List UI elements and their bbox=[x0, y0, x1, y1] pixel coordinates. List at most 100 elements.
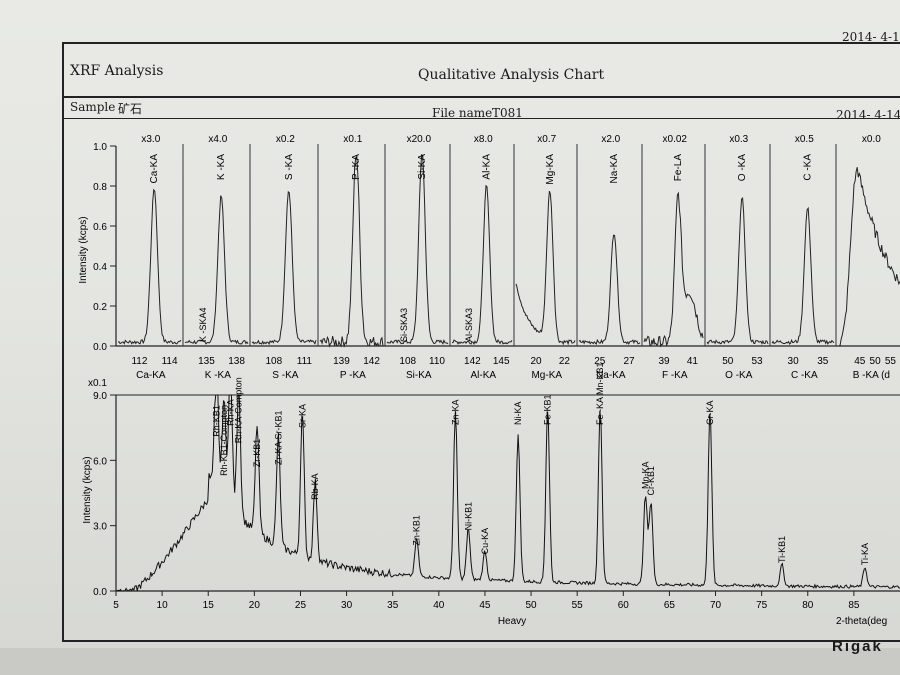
panel-peak-label: C -KA bbox=[803, 154, 814, 181]
bottom-x-tick-label: 45 bbox=[479, 600, 491, 611]
panel-tick-label: 55 bbox=[885, 356, 897, 367]
panel-peak-label: Al-KA bbox=[481, 154, 492, 180]
panel-tick-label: 138 bbox=[228, 356, 245, 367]
bottom-x-tick-label: 55 bbox=[572, 600, 584, 611]
top-y-tick-label: 0.8 bbox=[93, 182, 107, 193]
report-frame bbox=[62, 42, 900, 642]
panel-scale-label: x3.0 bbox=[141, 134, 160, 145]
panel-spectrum-line bbox=[515, 190, 576, 346]
peak-label: Zn-KA bbox=[450, 399, 460, 425]
file-name-label: File name bbox=[432, 106, 493, 120]
bottom-x-tick-label: 60 bbox=[618, 600, 630, 611]
bottom-x-tick-label: 30 bbox=[341, 600, 353, 611]
peak-label: Ti-KA bbox=[860, 543, 870, 565]
top-y-tick-label: 0.2 bbox=[93, 302, 107, 313]
panel-peak-label: Na-KA bbox=[609, 154, 620, 184]
bottom-x-axis-label: Heavy bbox=[498, 616, 526, 627]
panel-element-label: Al-KA bbox=[470, 370, 496, 381]
panel-scale-label: x0.3 bbox=[729, 134, 748, 145]
peak-label: Rh-KB1-Compton bbox=[219, 405, 229, 476]
peak-label: Sr-KA bbox=[297, 404, 307, 428]
panel-tick-label: 35 bbox=[817, 356, 829, 367]
bottom-y-tick-label: 3.0 bbox=[93, 522, 107, 533]
panel-tick-label: 142 bbox=[464, 356, 481, 367]
peak-label: Ni-KA bbox=[513, 401, 523, 425]
panel-tick-label: 139 bbox=[333, 356, 350, 367]
peak-label: Zr-KB1 bbox=[252, 439, 262, 468]
bottom-x-tick-label: 70 bbox=[710, 600, 722, 611]
header-divider bbox=[64, 96, 900, 98]
panel-element-label: P -KA bbox=[340, 370, 366, 381]
footer-brand-logo: Rigak bbox=[832, 638, 883, 655]
panel-element-label: O -KA bbox=[725, 370, 753, 381]
panel-tick-label: 30 bbox=[788, 356, 800, 367]
panel-spectrum-line bbox=[643, 191, 704, 348]
peak-label: Cu-KA bbox=[480, 528, 490, 555]
top-y-tick-label: 1.0 bbox=[93, 142, 107, 153]
panel-tick-label: 114 bbox=[162, 356, 178, 367]
panel-element-label: Mg-KA bbox=[531, 370, 562, 381]
panel-spectrum-line bbox=[386, 154, 449, 345]
panel-minor-label: K -SKA4 bbox=[198, 307, 208, 342]
bottom-x-tick-label: 20 bbox=[249, 600, 261, 611]
panel-tick-label: 111 bbox=[297, 356, 313, 367]
panel-tick-label: 50 bbox=[870, 356, 882, 367]
panel-scale-label: x0.5 bbox=[795, 134, 814, 145]
panel-peak-label: O -KA bbox=[737, 154, 748, 182]
panel-element-label: F -KA bbox=[662, 370, 688, 381]
peak-label: Zr-KA Sr-KB1 bbox=[273, 411, 283, 466]
panel-element-label: Na-KA bbox=[596, 370, 626, 381]
footer-bar bbox=[0, 648, 900, 675]
panel-scale-label: x8.0 bbox=[474, 134, 493, 145]
peak-label: Ti-KB1 bbox=[777, 536, 787, 563]
panel-peak-label: Mg-KA bbox=[545, 154, 556, 185]
bottom-y-tick-label: 6.0 bbox=[93, 456, 107, 467]
panel-peak-label: P -KA bbox=[351, 154, 362, 180]
panel-spectrum-line bbox=[117, 188, 182, 345]
sample-divider bbox=[64, 118, 900, 119]
peak-label: Rh-KA bbox=[225, 399, 235, 426]
panel-scale-label: x0.0 bbox=[862, 134, 881, 145]
panel-spectrum-line bbox=[319, 155, 384, 348]
bottom-x-tick-label: 25 bbox=[295, 600, 307, 611]
bottom-x-tick-label: 85 bbox=[848, 600, 860, 611]
print-date: 2014- 4-1 bbox=[842, 30, 900, 44]
panel-tick-label: 27 bbox=[623, 356, 635, 367]
panel-element-label: K -KA bbox=[205, 370, 231, 381]
panel-peak-label: S -KA bbox=[284, 154, 295, 180]
bottom-x-tick-label: 40 bbox=[433, 600, 445, 611]
panel-tick-label: 53 bbox=[751, 356, 763, 367]
peak-label: Cr-KA bbox=[705, 401, 715, 426]
panel-tick-label: 145 bbox=[493, 356, 510, 367]
bottom-spectrum-line bbox=[116, 394, 900, 592]
bottom-y-tick-label: 0.0 bbox=[93, 587, 107, 598]
panel-spectrum-line bbox=[771, 206, 835, 345]
panel-minor-label: Al-SKA3 bbox=[464, 308, 474, 342]
panel-scale-label: x0.2 bbox=[276, 134, 295, 145]
top-y-tick-label: 0.6 bbox=[93, 222, 107, 233]
bottom-x-tick-label: 5 bbox=[113, 600, 119, 611]
bottom-x-tick-label: 75 bbox=[756, 600, 768, 611]
panel-tick-label: 20 bbox=[530, 356, 542, 367]
panel-tick-label: 39 bbox=[658, 356, 670, 367]
panel-scale-label: x0.7 bbox=[537, 134, 556, 145]
bottom-y-tick-label: 9.0 bbox=[93, 391, 107, 402]
bottom-x-tick-label: 80 bbox=[802, 600, 814, 611]
panel-spectrum-line bbox=[251, 190, 317, 346]
panel-spectrum-line bbox=[184, 195, 249, 345]
panel-element-label: S -KA bbox=[272, 370, 298, 381]
panel-spectrum-line bbox=[838, 167, 900, 347]
peak-label: Rh-KB1 bbox=[212, 405, 222, 437]
top-y-tick-label: 0.4 bbox=[93, 262, 107, 273]
panel-tick-label: 50 bbox=[722, 356, 734, 367]
panel-tick-label: 135 bbox=[198, 356, 215, 367]
panel-tick-label: 108 bbox=[399, 356, 416, 367]
sample-label: Sample bbox=[70, 100, 116, 114]
panel-spectrum-line bbox=[706, 196, 769, 345]
panel-minor-label: Si-SKA3 bbox=[399, 308, 409, 342]
file-name-value: T081 bbox=[492, 106, 523, 120]
panel-tick-label: 142 bbox=[363, 356, 380, 367]
panel-scale-label: x0.1 bbox=[343, 134, 362, 145]
